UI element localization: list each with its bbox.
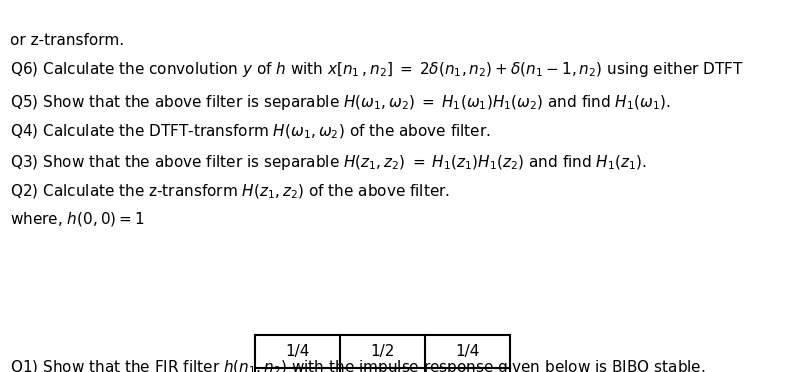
Text: Q6) Calculate the convolution $y$ of $h$ with $x[n_1\,,n_2]\; = \; 2\delta(n_1, : Q6) Calculate the convolution $y$ of $h$… [10, 60, 744, 79]
Text: or z-transform.: or z-transform. [10, 33, 124, 48]
Text: Q2) Calculate the z-transform $H(z_1, z_2)$ of the above filter.: Q2) Calculate the z-transform $H(z_1, z_… [10, 183, 450, 201]
Text: 1/2: 1/2 [370, 344, 394, 359]
Text: 1/4: 1/4 [456, 344, 480, 359]
Text: 1/4: 1/4 [285, 344, 310, 359]
Text: Q5) Show that the above filter is separable $H(\omega_1, \omega_2)\; = \; H_1(\o: Q5) Show that the above filter is separa… [10, 93, 671, 112]
Text: where, $h(0,0) = 1$: where, $h(0,0) = 1$ [10, 210, 145, 228]
Text: Q3) Show that the above filter is separable $H(z_1, z_2)\; = \; H_1(z_1)H_1(z_2): Q3) Show that the above filter is separa… [10, 153, 647, 172]
Text: Q4) Calculate the DTFT-transform $H(\omega_1, \omega_2)$ of the above filter.: Q4) Calculate the DTFT-transform $H(\ome… [10, 123, 491, 141]
Text: Q1) Show that the FIR filter $h(n_1, n_2)$ with the impulse response given below: Q1) Show that the FIR filter $h(n_1, n_2… [10, 358, 705, 372]
